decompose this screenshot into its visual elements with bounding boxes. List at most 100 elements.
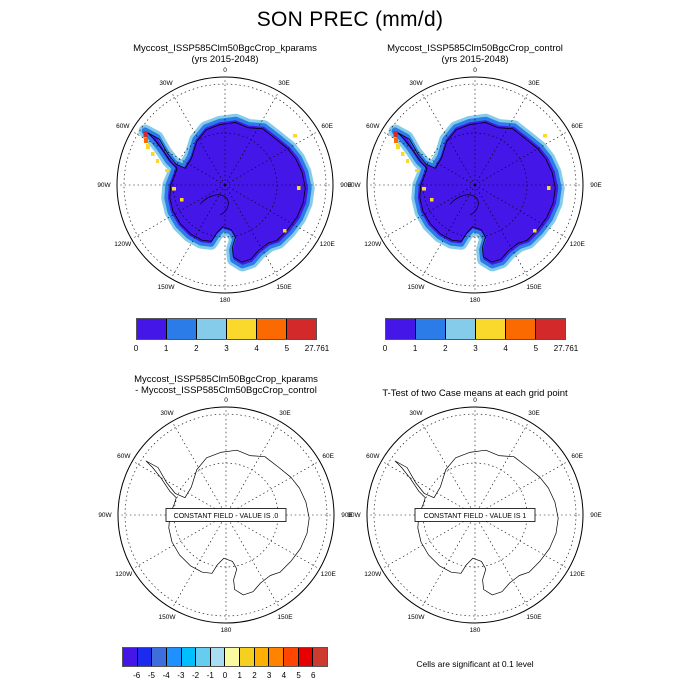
lon-label-0: 0 (473, 67, 477, 74)
lon-label-120E: 120E (570, 241, 586, 248)
map-precip-kparams: 0 30E 60E 90E 120E 150E 180 150W 120W 90W 60W 30W (95, 55, 355, 315)
lon-label-60W: 60W (366, 123, 380, 130)
colorbar-segment (137, 319, 166, 339)
lon-label-90E: 90E (590, 512, 602, 519)
high-precip-spots (393, 131, 551, 233)
colorbar-ticks: -6 -5 -4 -3 -2 -1 0 1 2 3 4 5 6 (122, 667, 328, 681)
map-boundary-circle (117, 406, 335, 624)
colorbar-segment (136, 648, 152, 666)
lon-label-150W: 150W (158, 284, 176, 291)
lon-label-180: 180 (470, 627, 481, 634)
high-precip-spots (143, 131, 301, 233)
colorbar-tick-label: -6 (133, 671, 141, 680)
lon-label-60E: 60E (571, 453, 583, 460)
colorbar-tick-label: 0 (382, 344, 388, 353)
lon-label-120W: 120W (114, 241, 132, 248)
antarctica-map-svg: 0 30E 60E 90E 120E 150E 180 150W 120W 90W 60W 30W (97, 67, 352, 304)
lon-label-90E: 90E (590, 182, 602, 189)
lon-label-120E: 120E (570, 571, 586, 578)
panel-title-top-right: Myccost_ISSP585Clm50BgcCrop_control (yrs… (315, 43, 635, 65)
precip-field (388, 113, 565, 272)
lon-label-90E: 90E (340, 182, 352, 189)
precip-field (138, 113, 315, 272)
lon-label-60E: 60E (322, 453, 334, 460)
lon-label-30W: 30W (409, 410, 423, 417)
colorbar-segment (180, 648, 196, 666)
lat-lon-gridlines (117, 77, 333, 293)
lon-label-120E: 120E (321, 571, 337, 578)
colorbar-segment (386, 319, 415, 339)
longitude-labels: 0 30E 60E 90E 120E 150E 180 150W 120W 90W 60W 30W (347, 397, 602, 634)
longitude-labels: 0 30E 60E 90E 120E 150E 180 150W 120W 90W 60W 30W (347, 67, 602, 304)
colorbar-tick-label: 1 (237, 671, 242, 680)
colorbar-tick-label: 1 (163, 344, 169, 353)
lon-label-0: 0 (473, 397, 477, 404)
lon-label-90W: 90W (97, 182, 111, 189)
lon-label-150W: 150W (408, 284, 426, 291)
lon-label-120W: 120W (115, 571, 133, 578)
map-boundary-circle (116, 76, 334, 294)
map-boundary-circle (366, 406, 584, 624)
colorbar-tick-label: 3 (266, 671, 272, 680)
lon-label-150W: 150W (159, 614, 177, 621)
panel-title-top-left: Myccost_ISSP585Clm50BgcCrop_kparams (yrs… (65, 43, 385, 65)
lon-label-30W: 30W (409, 80, 423, 87)
panel-title-line2: (yrs 2015-2048) (441, 53, 509, 65)
lon-label-60E: 60E (321, 123, 333, 130)
lon-label-0: 0 (224, 397, 228, 404)
lon-label-180: 180 (470, 297, 481, 304)
colorbar-ticks: 0 1 2 3 4 5 27.761 (382, 340, 578, 354)
colorbar-tick-label: 3 (224, 344, 229, 353)
colorbar-tick-label: 1 (412, 344, 418, 353)
colorbar-tick-label: 2 (252, 671, 257, 680)
colorbar-tick-label: 4 (503, 344, 508, 353)
lon-label-60W: 60W (116, 123, 130, 130)
colorbar-segment (268, 648, 284, 666)
constant-field-label: CONSTANT FIELD - VALUE IS .0 (165, 508, 287, 522)
lon-label-90W: 90W (347, 512, 361, 519)
lon-label-60E: 60E (571, 123, 583, 130)
colorbar-tick-label: 27.761 (304, 344, 330, 353)
map-difference: 0 30E 60E 90E 120E 150E 180 150W 120W 90W 60W 30W CO… (96, 385, 356, 645)
antarctica-map-svg: 0 30E 60E 90E 120E 150E 180 150W 120W 90W 60W 30W CO… (347, 397, 602, 634)
svg-text:CONSTANT FIELD - VALUE IS .0: CONSTANT FIELD - VALUE IS .0 (174, 513, 279, 520)
panel-title-line2: (yrs 2015-2048) (191, 53, 259, 65)
colorbar-precip-control: 0 1 2 3 4 5 27.761 (382, 318, 578, 354)
colorbar-segment (165, 648, 181, 666)
colorbar-tick-label: 5 (533, 344, 539, 353)
colorbar-segment (286, 319, 316, 339)
antarctica-coastline (145, 449, 310, 596)
lon-label-90W: 90W (347, 182, 361, 189)
colorbar-segment (123, 648, 137, 666)
lon-label-120E: 120E (320, 241, 336, 248)
antarctica-coastline (394, 449, 559, 596)
colorbar-segment (166, 319, 196, 339)
lon-label-180: 180 (220, 297, 231, 304)
colorbar-segment (283, 648, 298, 666)
map-precip-control: 0 30E 60E 90E 120E 150E 180 150W 120W 90W 60W 30W (345, 55, 605, 315)
lon-label-30W: 30W (159, 80, 173, 87)
colorbar-segment (535, 319, 565, 339)
map-boundary-circle (366, 76, 584, 294)
lon-label-30E: 30E (279, 410, 291, 417)
colorbar-segment (297, 648, 313, 666)
colorbar-tick-label: 6 (311, 671, 316, 680)
lon-label-180: 180 (221, 627, 232, 634)
colorbar-segment (253, 648, 269, 666)
antarctica-map-svg: 0 30E 60E 90E 120E 150E 180 150W 120W 90W 60W 30W CO… (98, 397, 353, 634)
colorbar-segment (195, 648, 210, 666)
lon-label-150E: 150E (277, 614, 293, 621)
lon-label-150W: 150W (408, 614, 426, 621)
colorbar-tick-label: -4 (162, 671, 170, 680)
colorbar-tick-label: 5 (284, 344, 290, 353)
colorbar-strip (122, 647, 328, 667)
map-ttest: 0 30E 60E 90E 120E 150E 180 150W 120W 90W 60W 30W CO… (345, 385, 605, 645)
colorbar-tick-label: 0 (133, 344, 139, 353)
panel-title-line1: T-Test of two Case means at each grid po… (382, 388, 568, 399)
lon-label-30W: 30W (160, 410, 174, 417)
colorbar-segment (209, 648, 225, 666)
constant-field-label: CONSTANT FIELD - VALUE IS 1 (414, 508, 536, 522)
lon-label-150E: 150E (526, 284, 542, 291)
figure-title: SON PREC (mm/d) (256, 8, 444, 31)
